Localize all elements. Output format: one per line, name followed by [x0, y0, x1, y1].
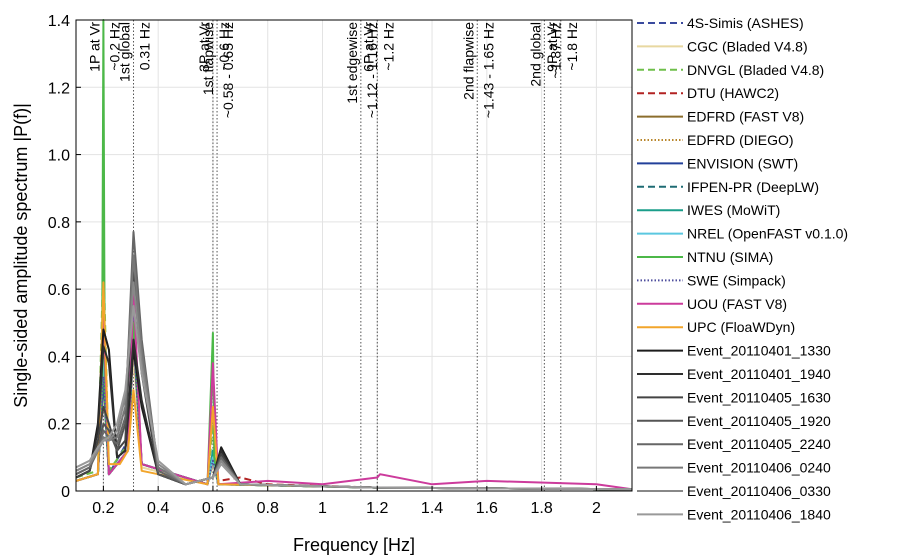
annotation-label: 0.31 Hz: [137, 22, 153, 70]
x-tick-label: 1.8: [530, 500, 552, 517]
annotation-label: 1st flapwise: [200, 22, 216, 95]
legend-label: Event_20110405_1920: [687, 413, 831, 429]
series-line: [75, 271, 633, 491]
annotation-label: 1st global: [117, 22, 133, 82]
series-line: [75, 338, 633, 491]
annotation-label: 1P at Vr: [86, 22, 102, 72]
y-tick-label: 0.6: [48, 282, 70, 299]
annotation-label: ~1.87 Hz: [547, 22, 563, 78]
legend-label: EDFRD (FAST V8): [687, 109, 804, 125]
annotation-label: ~1.2 Hz: [380, 22, 396, 71]
legend-label: DTU (HAWC2): [687, 85, 779, 101]
legend-label: 4S-Simis (ASHES): [687, 15, 804, 31]
series-line: [75, 288, 633, 491]
x-tick-label: 0.4: [147, 500, 169, 517]
series-line: [75, 254, 633, 491]
series-line: [75, 281, 633, 491]
series-line: [75, 254, 633, 491]
annotation-label: 1st edgewise: [344, 22, 360, 104]
axis-ticks: 0.2 0.4 0.6 0.8 1 1.2 1.4 1.6 1.8 2 0 0.2 0.4 0.6 0.8 1…: [48, 13, 601, 517]
y-tick-label: 0.2: [48, 417, 70, 434]
y-tick-label: 0.4: [48, 349, 70, 366]
series-line: [75, 338, 633, 491]
series-line: [75, 230, 633, 491]
legend-label: Event_20110405_2240: [687, 436, 831, 452]
legend-label: IFPEN-PR (DeepLW): [687, 179, 819, 195]
series-line: [75, 338, 633, 491]
annotation-label: 6P at Vr: [360, 22, 376, 72]
legend-label: UOU (FAST V8): [687, 296, 787, 312]
legend-label: Event_20110401_1330: [687, 343, 831, 359]
legend-label: Event_20110401_1940: [687, 366, 831, 382]
annotation-label: ~1.12 - 1.16 Hz: [364, 22, 380, 118]
x-tick-label: 0.2: [92, 500, 114, 517]
annotation-label: ~0.58 - 0.65 Hz: [220, 22, 236, 118]
series-line: [75, 254, 633, 491]
series-lines: [75, 19, 633, 491]
annotation-label: ~1.8 Hz: [564, 22, 580, 71]
annotation-label: ~0.2 Hz: [106, 22, 122, 71]
legend-label: SWE (Simpack): [687, 272, 786, 288]
annotation-label: ~0.6 Hz: [216, 22, 232, 71]
annotation-label: 2nd flapwise: [460, 22, 476, 100]
legend-label: UPC (FloaWDyn): [687, 319, 795, 335]
legend-label: ENVISION (SWT): [687, 155, 798, 171]
y-tick-label: 1.0: [48, 148, 70, 165]
y-tick-label: 1.2: [48, 80, 70, 97]
legend-label: Event_20110406_1840: [687, 506, 831, 522]
annotation-label: 2nd global: [527, 22, 543, 87]
legend-label: EDFRD (DIEGO): [687, 132, 794, 148]
x-axis-label: Frequency [Hz]: [293, 535, 415, 555]
legend: 4S-Simis (ASHES) CGC (Bladed V4.8) DNVGL (…: [637, 15, 848, 522]
x-tick-label: 1.2: [366, 500, 388, 517]
plot-frame: [75, 19, 633, 492]
legend-label: Event_20110406_0240: [687, 460, 831, 476]
legend-label: NREL (OpenFAST v0.1.0): [687, 226, 848, 242]
legend-label: CGC (Bladed V4.8): [687, 38, 808, 54]
legend-label: Event_20110406_0330: [687, 483, 831, 499]
annotation-label: ~1.43 - 1.65 Hz: [480, 22, 496, 118]
y-tick-label: 0.8: [48, 215, 70, 232]
series-line: [75, 305, 633, 491]
legend-label: DNVGL (Bladed V4.8): [687, 62, 824, 78]
series-line: [75, 281, 633, 491]
y-axis-label: Single-sided amplitude spectrum |P(f)|: [11, 103, 31, 407]
x-tick-label: 1.4: [421, 500, 443, 517]
x-tick-label: 1.6: [476, 500, 498, 517]
legend-label: NTNU (SIMA): [687, 249, 773, 265]
x-tick-label: 0.6: [202, 500, 224, 517]
y-tick-label: 0: [61, 484, 70, 501]
series-line: [75, 335, 633, 491]
legend-label: IWES (MoWiT): [687, 202, 780, 218]
x-tick-label: 0.8: [257, 500, 279, 517]
annotation-label: 3P at Vr: [196, 22, 212, 72]
x-tick-label: 1: [318, 500, 327, 517]
x-tick-label: 2: [592, 500, 601, 517]
y-tick-label: 1.4: [48, 13, 70, 30]
legend-label: Event_20110405_1630: [687, 389, 831, 405]
annotation-label: 9P at Vr: [544, 22, 560, 72]
